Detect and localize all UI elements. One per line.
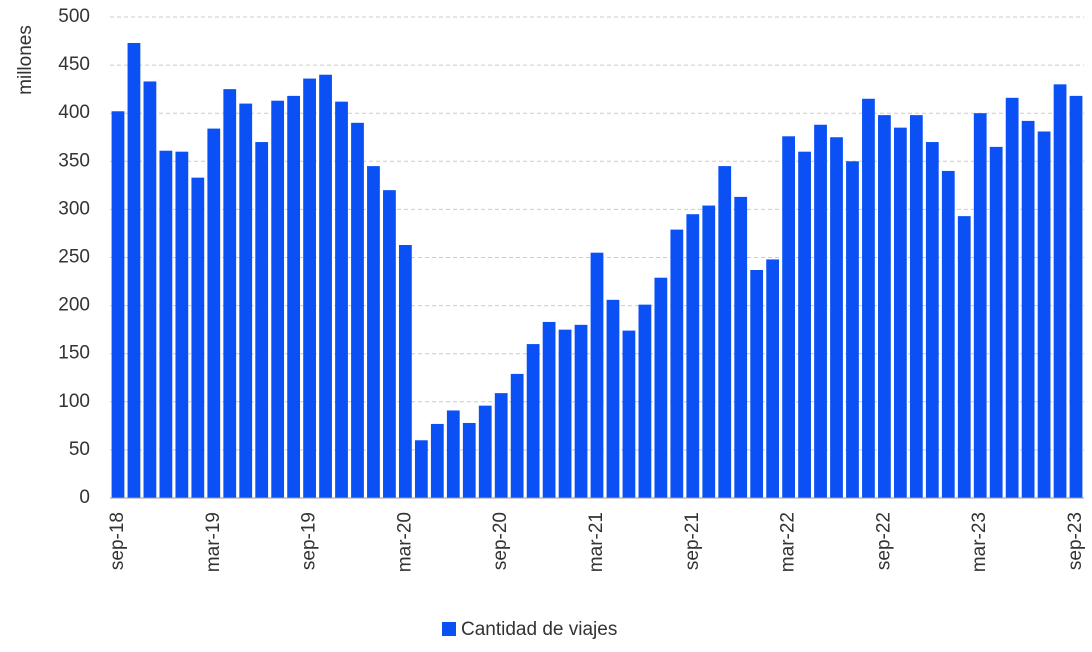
x-tick-label: mar-20 [394,512,415,572]
bar [143,81,157,498]
bar [702,205,716,498]
x-tick-label: mar-19 [203,512,224,572]
bar [430,423,444,498]
bar [494,393,508,498]
bar [223,89,237,499]
bar [207,128,221,499]
bar [367,166,380,499]
x-tick-label: sep-20 [490,512,511,570]
y-tick-label: 500 [58,6,90,27]
bar [478,405,492,498]
y-tick-label: 400 [58,102,90,123]
bar [414,440,428,498]
bar [941,170,955,499]
bar [255,142,269,498]
bar [239,103,253,498]
x-tick-label: mar-23 [969,512,990,572]
bar [590,252,604,498]
legend-label: Cantidad de viajes [461,619,617,640]
bar [127,42,141,498]
bar [1021,120,1035,498]
bar [846,161,859,499]
bar [446,410,460,498]
bar [351,122,364,498]
bar [271,100,285,498]
bar [989,146,1003,498]
bar [191,177,205,499]
y-tick-label: 350 [58,150,90,171]
bar [814,124,827,498]
bar [862,98,875,499]
y-tick-label: 250 [58,247,90,268]
x-tick-label: sep-23 [1065,512,1086,570]
x-tick-label: mar-22 [778,512,799,572]
bar [526,344,540,498]
bar [111,111,125,498]
bar [782,136,795,498]
bar [798,151,811,498]
bar [1069,95,1083,498]
bar [1053,84,1067,498]
bar [558,329,572,498]
bar [909,115,923,499]
y-tick-label: 50 [69,439,90,460]
bar [319,74,332,498]
y-axis-label: millones [15,25,36,95]
bar [830,137,843,498]
bar [303,78,316,499]
bar [750,270,764,498]
bar [957,216,971,498]
y-tick-label: 300 [58,198,90,219]
bar [175,151,189,498]
bar [925,142,939,498]
y-tick-label: 0 [79,487,90,508]
bar [878,115,891,499]
bar [638,304,652,498]
bar [1037,131,1051,498]
bar [973,113,987,498]
y-tick-label: 450 [58,54,90,75]
bar [159,150,173,498]
bar [542,321,556,498]
bar [654,277,668,498]
bar [686,214,700,498]
x-tick-label: sep-19 [299,512,320,570]
y-tick-label: 200 [58,295,90,316]
bar [766,259,780,498]
bar [335,101,348,498]
x-tick-label: sep-21 [682,512,703,570]
bar [462,422,476,498]
bar [670,229,684,499]
x-tick-label: sep-18 [107,512,128,570]
y-tick-label: 100 [58,391,90,412]
bar [718,166,732,499]
bar [1005,97,1019,499]
bar [383,190,396,498]
bar [574,324,588,498]
bar [622,330,636,498]
bar [510,373,524,498]
x-tick-label: mar-21 [586,512,607,572]
bar [606,299,620,498]
x-tick-label: sep-22 [873,512,894,570]
legend-swatch [442,622,456,636]
bar [287,95,301,498]
bar [399,244,412,498]
bar [893,127,907,498]
y-tick-label: 150 [58,343,90,364]
bar [734,196,748,499]
